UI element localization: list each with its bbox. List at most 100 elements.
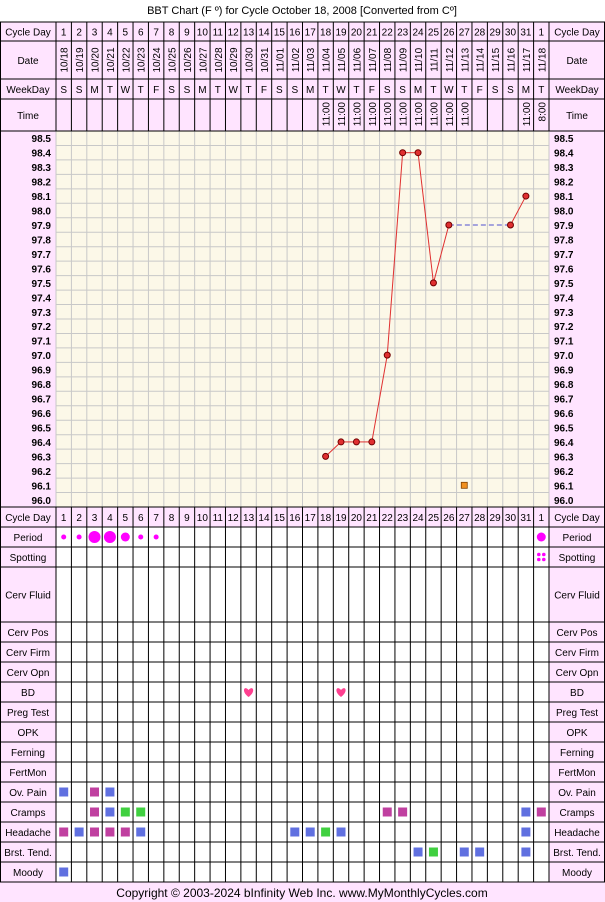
brst-tend-mark	[459, 847, 469, 857]
time-cell: 11:00	[522, 102, 533, 127]
y-tick-right: 98.2	[554, 178, 574, 189]
weekday-cell: T	[461, 85, 467, 96]
cycle-day-cell: 2	[76, 28, 82, 39]
date-cell: 11/14	[476, 47, 487, 72]
cycle-day-cell: 9	[184, 28, 190, 39]
y-tick-left: 98.5	[32, 134, 52, 145]
cramps-mark	[136, 807, 146, 817]
temp-line-segment	[371, 355, 388, 443]
cycle-day-label-left: Cycle Day	[5, 28, 51, 39]
y-tick-right: 98.3	[554, 163, 574, 174]
weekday-cell: M	[306, 85, 314, 96]
date-cell: 11/08	[383, 47, 394, 72]
weekday-cell: W	[121, 85, 131, 96]
cycle-day-cell: 1	[539, 28, 545, 39]
y-tick-right: 96.5	[554, 423, 574, 434]
row-label-left: Cramps	[10, 808, 45, 819]
y-tick-left: 98.2	[32, 178, 52, 189]
cycle-day-cell-bottom: 11	[213, 513, 224, 524]
date-cell: 10/27	[198, 47, 209, 72]
y-tick-right: 98.1	[554, 192, 574, 203]
cycle-day-cell: 28	[474, 28, 486, 39]
row-label-right: Spotting	[559, 553, 596, 564]
weekday-cell: M	[522, 85, 530, 96]
time-cell: 11:00	[383, 102, 394, 127]
time-cell: 8:00	[537, 102, 548, 122]
cramps-mark	[120, 807, 130, 817]
cycle-day-cell: 22	[382, 28, 394, 39]
cycle-day-cell: 18	[320, 28, 332, 39]
y-tick-right: 96.1	[554, 481, 574, 492]
cycle-day-cell-bottom: 16	[289, 513, 301, 524]
date-cell: 11/11	[429, 48, 440, 72]
headache-mark	[305, 827, 315, 837]
weekday-cell: T	[538, 85, 544, 96]
cycle-day-cell-bottom: 22	[382, 513, 394, 524]
period-dot	[153, 534, 159, 540]
cycle-day-cell-bottom: 15	[274, 513, 286, 524]
y-tick-right: 97.5	[554, 279, 574, 290]
cycle-day-cell-bottom: 3	[92, 513, 98, 524]
date-cell: 11/06	[352, 47, 363, 72]
bd-heart-icon	[336, 688, 346, 697]
temp-point	[383, 351, 391, 359]
weekday-cell: F	[153, 85, 159, 96]
weekday-cell: W	[228, 85, 238, 96]
temp-point	[506, 221, 514, 229]
weekday-cell: T	[323, 85, 329, 96]
date-label-right: Date	[566, 56, 588, 67]
cycle-day-cell: 5	[123, 28, 129, 39]
weekday-cell: S	[76, 85, 83, 96]
row-label-right: Period	[563, 533, 592, 544]
y-tick-left: 96.4	[32, 438, 52, 449]
temp-point	[368, 438, 376, 446]
weekday-cell: T	[215, 85, 221, 96]
weekday-cell: F	[261, 85, 267, 96]
weekday-cell: M	[414, 85, 422, 96]
date-cell: 11/18	[537, 47, 548, 72]
cycle-day-cell: 10	[197, 28, 209, 39]
copyright-text: Copyright © 2003-2024 bInfinity Web Inc.…	[116, 886, 487, 900]
time-label-left: Time	[17, 111, 39, 122]
time-cell: 11:00	[399, 102, 410, 127]
row-label-left: OPK	[17, 728, 38, 739]
weekday-cell: T	[107, 85, 113, 96]
cycle-day-cell-bottom: 17	[305, 513, 317, 524]
row-label-left: BD	[21, 688, 35, 699]
weekday-label-right: WeekDay	[555, 85, 598, 96]
cycle-day-cell-bottom: 10	[197, 513, 209, 524]
y-tick-right: 96.6	[554, 409, 574, 420]
y-tick-left: 96.2	[32, 467, 52, 478]
time-cell: 11:00	[322, 102, 333, 127]
row-label-left: Headache	[5, 828, 51, 839]
y-tick-right: 97.6	[554, 264, 574, 275]
date-cell: 11/10	[414, 47, 425, 72]
row-label-right: Cerv Firm	[555, 648, 599, 659]
row-label-right: Ov. Pain	[558, 788, 596, 799]
row-label-right: Moody	[562, 868, 592, 879]
y-tick-left: 97.3	[32, 308, 52, 319]
weekday-cell: S	[507, 85, 514, 96]
right-label-band	[549, 527, 605, 882]
period-dot	[76, 534, 82, 540]
weekday-cell: F	[477, 85, 483, 96]
row-label-right: Cerv Opn	[556, 668, 599, 679]
row-label-left: Ov. Pain	[9, 788, 47, 799]
row-label-left: Cerv Fluid	[5, 591, 51, 602]
cycle-day-cell: 31	[520, 28, 532, 39]
y-tick-right: 97.1	[554, 337, 574, 348]
weekday-cell: S	[492, 85, 499, 96]
y-tick-left: 96.6	[32, 409, 52, 420]
date-cell: 10/30	[245, 47, 256, 72]
row-label-left: Ferning	[11, 748, 45, 759]
cycle-day-cell-bottom: 31	[520, 513, 532, 524]
cycle-day-cell: 12	[228, 28, 240, 39]
temp-line-segment	[432, 224, 450, 283]
temp-point	[399, 149, 407, 157]
date-cell: 11/13	[460, 47, 471, 72]
date-cell: 10/29	[229, 47, 240, 72]
y-tick-right: 96.2	[554, 467, 574, 478]
date-cell: 10/28	[214, 47, 225, 72]
temp-line-segment	[417, 152, 434, 283]
spotting-dot	[536, 557, 541, 562]
